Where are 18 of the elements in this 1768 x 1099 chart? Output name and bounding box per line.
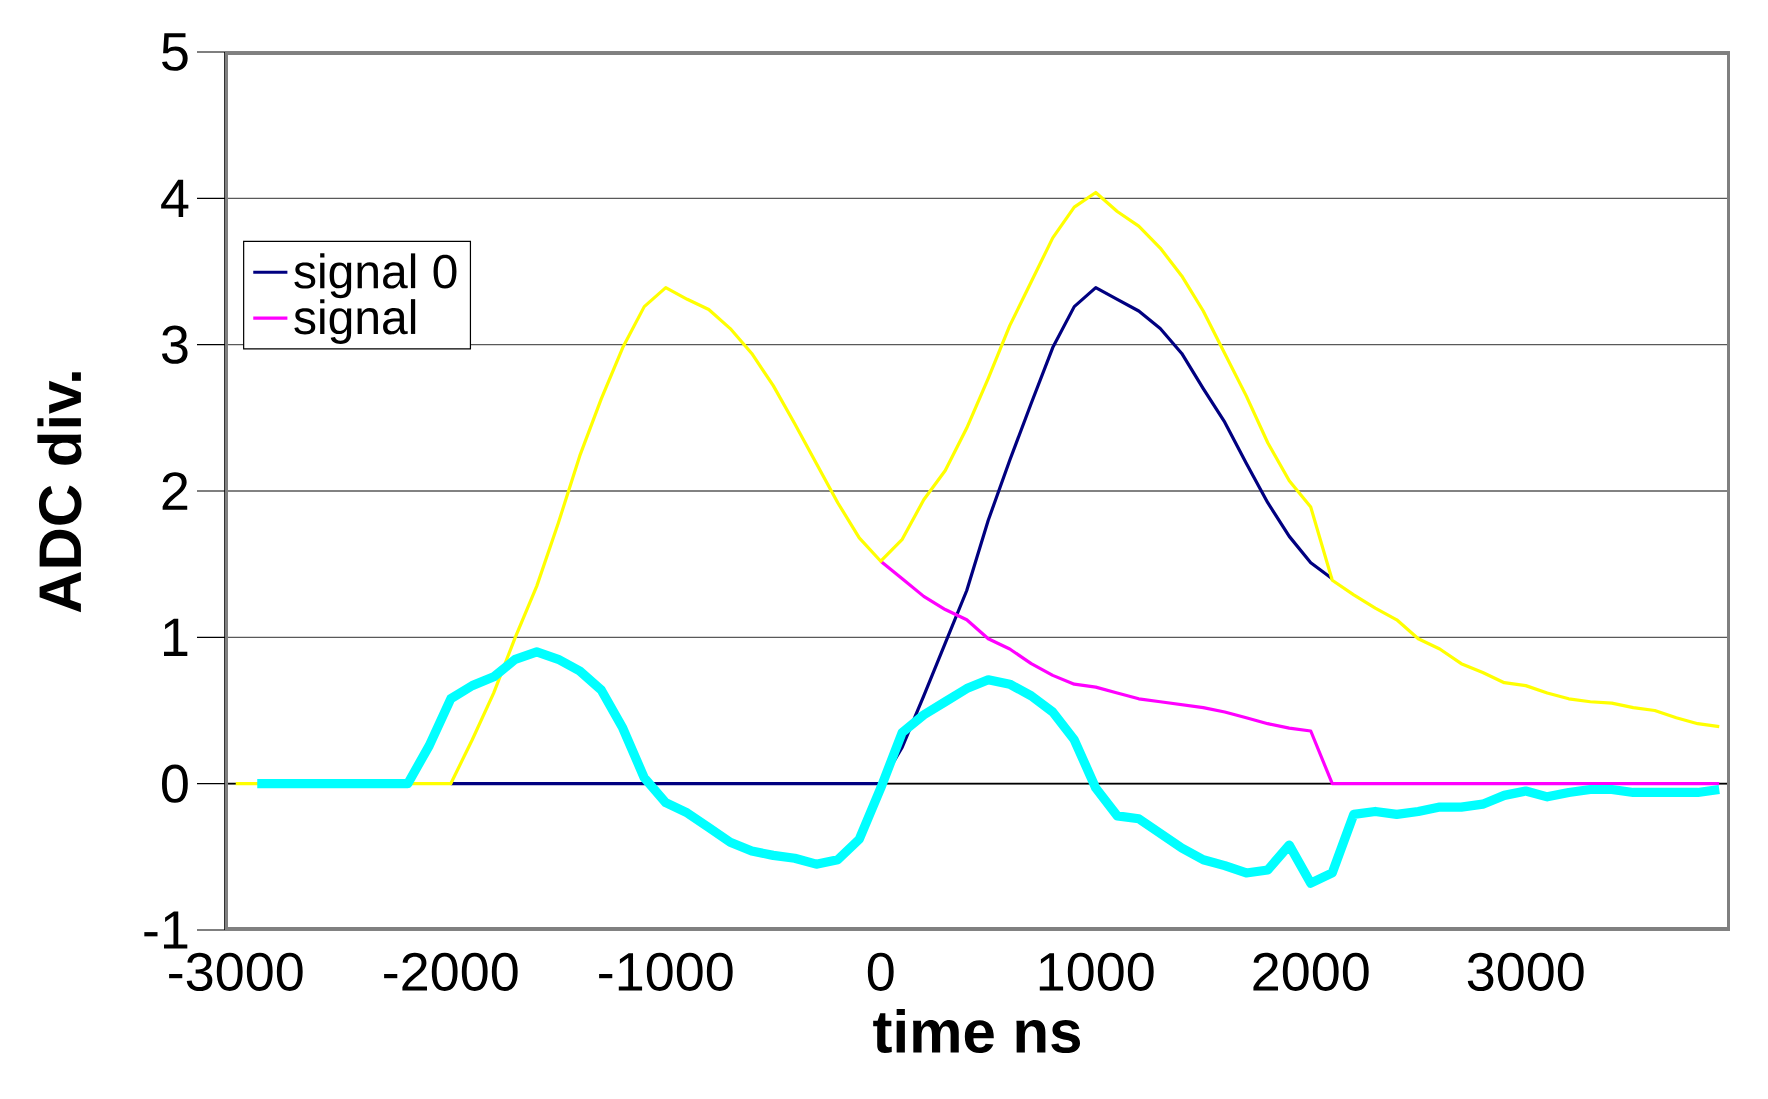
x-tick-label: 2000 (1253, 952, 1369, 991)
y-tick-label: 2 (162, 472, 188, 510)
y-tick-label: 1 (164, 618, 188, 656)
x-tick-label: 1000 (1039, 952, 1154, 991)
y-tick-label: 4 (161, 179, 189, 217)
legend-label: signal (294, 299, 416, 344)
x-tick-label: 3000 (1467, 952, 1584, 991)
x-tick-label: -3000 (169, 952, 303, 991)
y-axis-title: ADC div. (37, 372, 82, 613)
y-tick-label: 0 (162, 764, 188, 803)
y-tick-label: 5 (162, 33, 188, 71)
legend-label: signal 0 (294, 253, 457, 299)
x-tick-label: 0 (867, 952, 894, 991)
y-tick-label: -1 (144, 911, 188, 949)
x-axis-title: time ns (873, 1008, 1081, 1054)
x-tick-label: -1000 (599, 952, 733, 991)
y-tick-label: 3 (161, 325, 188, 364)
x-tick-label: -2000 (384, 952, 518, 991)
